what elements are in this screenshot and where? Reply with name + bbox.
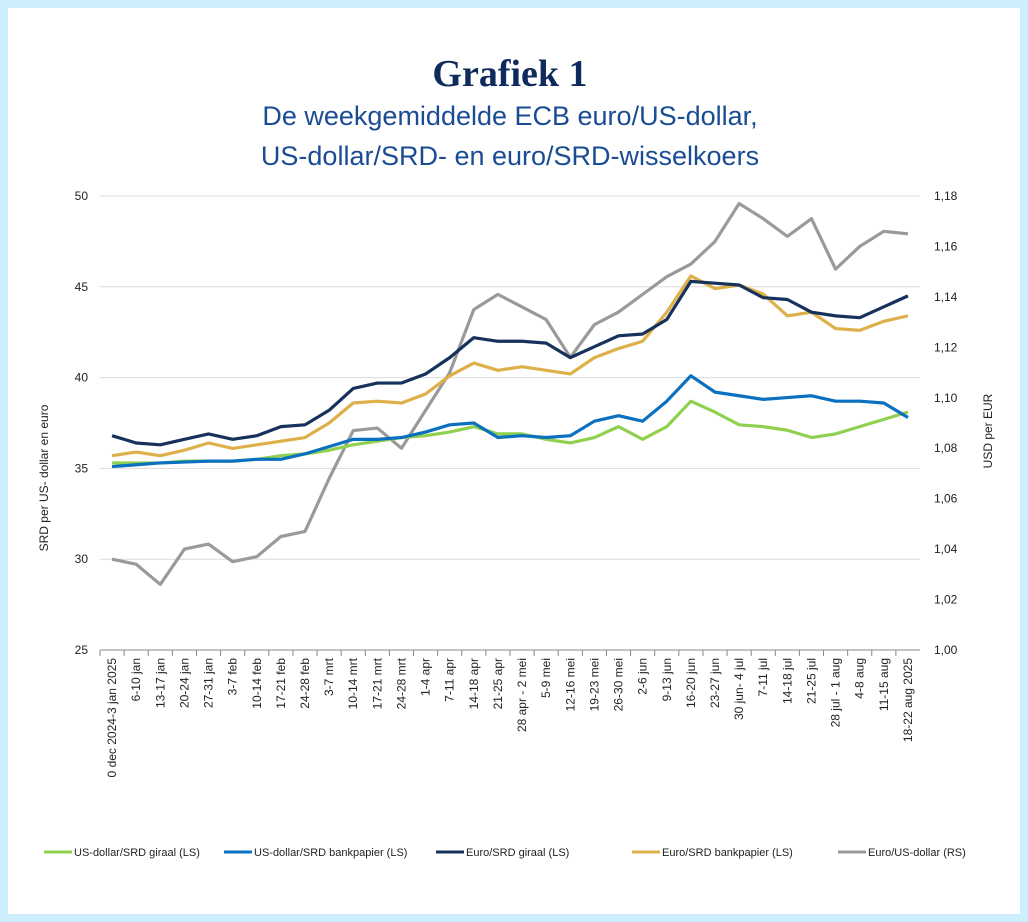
x-tick-label: 23-27 jun <box>708 658 722 708</box>
y-tick-label: 30 <box>75 552 89 566</box>
series-line <box>111 201 909 587</box>
x-tick-label: 27-31 jan <box>202 658 216 708</box>
y2-tick-label: 1,16 <box>934 239 958 253</box>
x-tick-label: 18-22 aug 2025 <box>901 658 915 742</box>
x-tick-label: 7-11 apr <box>443 658 457 702</box>
y2-tick-label: 1,12 <box>934 340 958 354</box>
x-tick-label: 24-28 feb <box>298 658 312 709</box>
y2-tick-label: 1,06 <box>934 492 958 506</box>
x-tick-label: 3-7 mrt <box>322 657 336 696</box>
x-tick-label: 28 apr - 2 mei <box>515 658 529 732</box>
chart-title: Grafiek 1 <box>432 53 587 95</box>
x-tick-label: 14-18 jul <box>780 658 794 704</box>
x-tick-label: 5-9 mei <box>539 658 553 698</box>
x-tick-label: 20-24 jan <box>177 658 191 708</box>
x-tick-label: 17-21 feb <box>274 658 288 709</box>
x-tick-label: 7-11 jul <box>756 658 770 696</box>
x-tick-label: 24-28 mrt <box>394 657 408 709</box>
y-tick-label: 35 <box>75 461 89 475</box>
y-tick-label: 25 <box>75 643 89 657</box>
x-tick-label: 3-7 feb <box>226 658 240 696</box>
y2-tick-label: 1,02 <box>934 593 958 607</box>
x-tick-label: 12-16 mei <box>563 658 577 711</box>
x-tick-label: 21-25 apr <box>491 658 505 709</box>
x-tick-label: 16-20 jun <box>684 658 698 708</box>
x-tick-label: 0 dec 2024-3 jan 2025 <box>105 658 119 778</box>
y2-tick-label: 1,10 <box>934 391 958 405</box>
x-tick-label: 10-14 mrt <box>346 657 360 709</box>
x-tick-label: 26-30 mei <box>612 658 626 711</box>
x-tick-label: 2-6 jun <box>636 658 650 695</box>
y2-tick-label: 1,08 <box>934 441 958 455</box>
chart-subtitle: De weekgemiddelde ECB euro/US-dollar, <box>262 101 757 131</box>
y-tick-label: 50 <box>75 189 89 203</box>
legend-label: Euro/SRD giraal (LS) <box>466 847 569 859</box>
y-tick-label: 40 <box>75 371 89 385</box>
x-tick-label: 21-25 jul <box>804 658 818 704</box>
x-tick-label: 13-17 jan <box>153 658 167 708</box>
y2-axis-label: USD per EUR <box>981 393 995 468</box>
x-tick-label: 4-8 aug <box>853 658 867 699</box>
y2-tick-label: 1,04 <box>934 542 958 556</box>
x-tick-label: 10-14 feb <box>250 658 264 709</box>
y-tick-label: 45 <box>75 280 89 294</box>
x-tick-label: 14-18 apr <box>467 658 481 709</box>
x-tick-label: 1-4 apr <box>419 658 433 696</box>
x-tick-label: 19-23 mei <box>587 658 601 711</box>
x-tick-label: 28 jul - 1 aug <box>829 658 843 727</box>
legend-label: US-dollar/SRD giraal (LS) <box>74 847 200 859</box>
chart-subtitle: US-dollar/SRD- en euro/SRD-wisselkoers <box>261 141 759 171</box>
frame: Grafiek 1 De weekgemiddelde ECB euro/US-… <box>8 8 1020 914</box>
y2-tick-label: 1,18 <box>934 189 958 203</box>
x-tick-label: 6-10 jan <box>129 658 143 701</box>
x-tick-label: 9-13 jun <box>660 658 674 701</box>
y-axis-label: SRD per US- dollar en euro <box>37 404 51 551</box>
series-line <box>111 279 909 447</box>
x-tick-label: 11-15 aug <box>877 658 891 711</box>
series-line <box>111 374 909 469</box>
y2-tick-label: 1,14 <box>934 290 958 304</box>
legend-label: US-dollar/SRD bankpapier (LS) <box>254 847 407 859</box>
legend-label: Euro/US-dollar (RS) <box>868 847 966 859</box>
series-line <box>111 274 909 458</box>
x-tick-label: 30 jun- 4 jul <box>732 658 746 720</box>
legend-label: Euro/SRD bankpapier (LS) <box>662 847 793 859</box>
chart: Grafiek 1 De weekgemiddelde ECB euro/US-… <box>37 53 995 859</box>
y2-tick-label: 1,00 <box>934 643 958 657</box>
series-line <box>112 399 909 465</box>
x-tick-label: 17-21 mrt <box>370 657 384 709</box>
